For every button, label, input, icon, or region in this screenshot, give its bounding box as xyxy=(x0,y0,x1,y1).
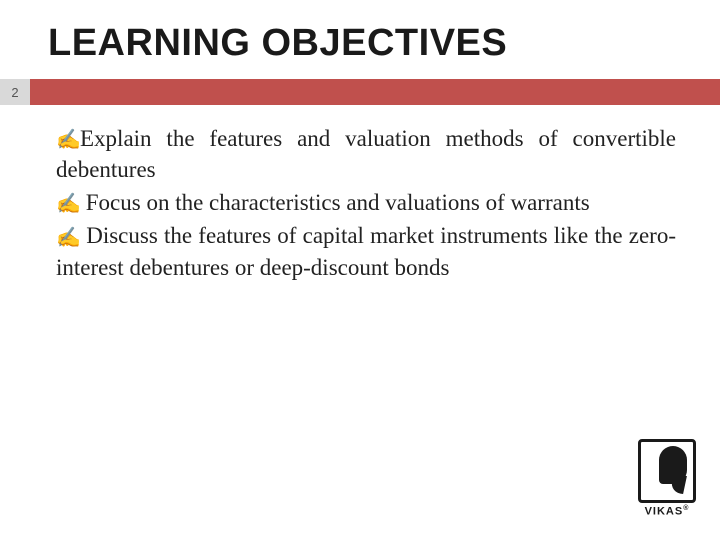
bullet-item: ✍Explain the features and valuation meth… xyxy=(56,123,676,185)
bullet-text: Discuss the features of capital market i… xyxy=(56,223,676,279)
bullet-item: ✍ Focus on the characteristics and valua… xyxy=(56,187,676,218)
divider-bar: 2 xyxy=(0,79,720,105)
brand-logo: VIKAS® xyxy=(638,439,696,518)
content-area: ✍Explain the features and valuation meth… xyxy=(0,105,720,283)
slide-title: LEARNING OBJECTIVES xyxy=(0,0,720,79)
bullet-text: Explain the features and valuation metho… xyxy=(56,126,676,182)
bullet-item: ✍ Discuss the features of capital market… xyxy=(56,220,676,282)
logo-mark-icon xyxy=(638,439,696,503)
page-number-badge: 2 xyxy=(0,79,30,105)
bullet-icon: ✍ xyxy=(56,191,80,218)
bullet-icon: ✍ xyxy=(56,127,80,154)
logo-text: VIKAS® xyxy=(638,505,696,518)
bullet-text: Focus on the characteristics and valuati… xyxy=(80,190,590,215)
bullet-icon: ✍ xyxy=(56,225,80,252)
